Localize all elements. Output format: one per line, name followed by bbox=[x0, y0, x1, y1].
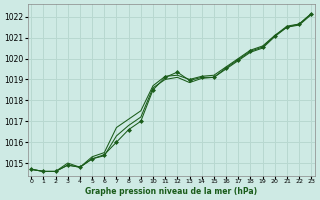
X-axis label: Graphe pression niveau de la mer (hPa): Graphe pression niveau de la mer (hPa) bbox=[85, 187, 257, 196]
